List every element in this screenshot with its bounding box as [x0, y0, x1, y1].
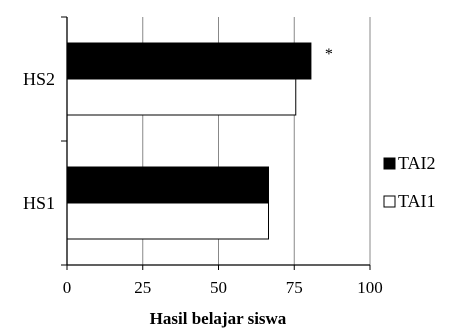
bar-HS1-TAI1 [66, 202, 269, 240]
bar-HS2-TAI2 [66, 42, 312, 80]
legend-label-TAI2: TAI2 [398, 153, 436, 173]
category-label-HS2: HS2 [23, 69, 55, 89]
annotations-group: * [325, 46, 333, 63]
x-tick-label: 0 [63, 278, 72, 297]
bars-group [66, 42, 312, 240]
x-tick-label: 50 [210, 278, 227, 297]
bar-HS2-TAI1 [66, 78, 297, 116]
legend-label-TAI1: TAI1 [398, 191, 436, 211]
category-label-HS1: HS1 [23, 193, 55, 213]
x-tick-label: 75 [286, 278, 303, 297]
category-labels-group: HS2 HS1 [23, 69, 55, 213]
legend: TAI2 TAI1 [383, 153, 436, 211]
bar-HS1-TAI2 [66, 166, 269, 204]
x-tick-label: 25 [134, 278, 151, 297]
significance-marker: * [325, 46, 333, 63]
x-ticks-group: 0 25 50 75 100 [63, 265, 383, 297]
x-axis-title: Hasil belajar siswa [150, 309, 287, 328]
x-tick-label: 100 [357, 278, 383, 297]
legend-swatch-TAI2 [383, 157, 396, 170]
legend-swatch-TAI1 [383, 195, 396, 208]
